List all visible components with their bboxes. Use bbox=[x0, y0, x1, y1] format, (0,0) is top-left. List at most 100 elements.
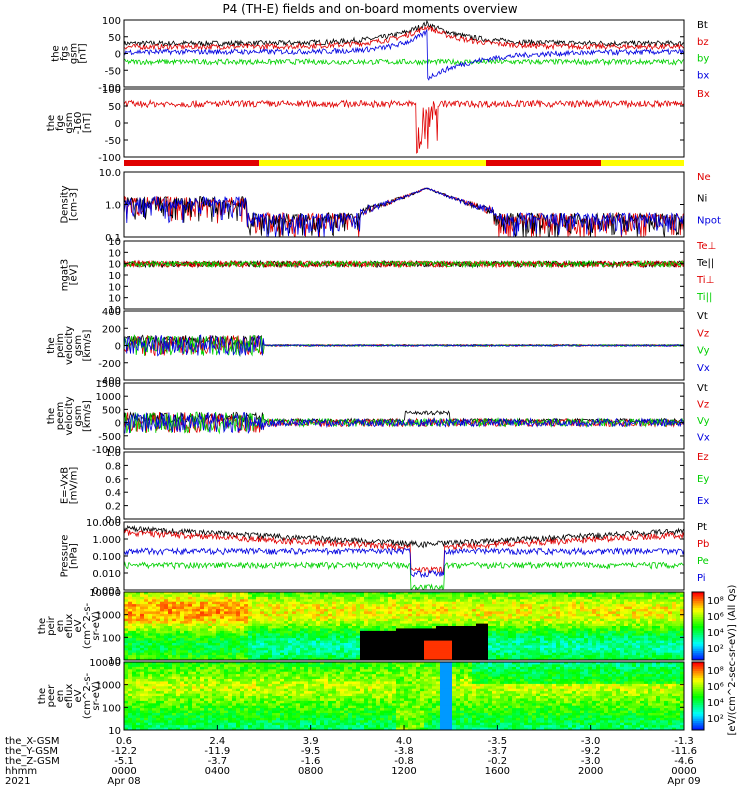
heatmap-cell bbox=[164, 717, 169, 721]
heatmap-cell bbox=[276, 638, 281, 642]
heatmap-cell bbox=[228, 635, 233, 639]
y-tick-label: -500 bbox=[98, 432, 121, 443]
heatmap-cell bbox=[656, 657, 661, 660]
heatmap-cell bbox=[456, 657, 461, 660]
heatmap-cell bbox=[544, 601, 549, 605]
heatmap-cell bbox=[228, 715, 233, 719]
heatmap-cell bbox=[384, 652, 389, 656]
heatmap-cell bbox=[588, 635, 593, 639]
heatmap-cell bbox=[376, 638, 381, 642]
heatmap-cell bbox=[580, 626, 585, 629]
heatmap-cell bbox=[396, 601, 401, 605]
heatmap-cell bbox=[280, 645, 285, 649]
heatmap-cell bbox=[140, 616, 145, 620]
heatmap-cell bbox=[276, 623, 281, 627]
heatmap-cell bbox=[484, 621, 489, 625]
heatmap-cell bbox=[600, 630, 605, 634]
heatmap-cell bbox=[428, 606, 433, 610]
heatmap-cell bbox=[252, 616, 257, 620]
heatmap-cell bbox=[124, 657, 129, 660]
heatmap-cell bbox=[500, 633, 505, 637]
heatmap-cell bbox=[160, 691, 165, 695]
heatmap-cell bbox=[640, 621, 645, 625]
heatmap-cell bbox=[472, 633, 477, 637]
heatmap-cell bbox=[572, 645, 577, 649]
heatmap-cell bbox=[296, 599, 301, 603]
heatmap-cell bbox=[360, 604, 365, 608]
heatmap-cell bbox=[504, 592, 509, 595]
heatmap-cell bbox=[312, 623, 317, 627]
heatmap-cell bbox=[188, 626, 193, 629]
heatmap-cell bbox=[524, 611, 529, 615]
heatmap-cell bbox=[216, 664, 221, 668]
heatmap-cell bbox=[196, 713, 201, 716]
heatmap-cell bbox=[236, 626, 241, 629]
heatmap-cell bbox=[636, 657, 641, 660]
heatmap-cell bbox=[380, 621, 385, 625]
heatmap-cell bbox=[628, 657, 633, 660]
heatmap-cell bbox=[276, 643, 281, 646]
heatmap-cell bbox=[560, 638, 565, 642]
heatmap-cell bbox=[660, 657, 665, 660]
heatmap-cell bbox=[332, 630, 337, 634]
heatmap-cell bbox=[212, 686, 217, 690]
heatmap-cell bbox=[124, 700, 129, 704]
heatmap-cell bbox=[332, 613, 337, 617]
heatmap-cell bbox=[204, 662, 209, 665]
heatmap-cell bbox=[200, 618, 205, 622]
heatmap-cell bbox=[160, 669, 165, 673]
heatmap-cell bbox=[264, 657, 269, 660]
heatmap-cell bbox=[212, 693, 217, 697]
heatmap-cell bbox=[204, 686, 209, 690]
heatmap-cell bbox=[412, 640, 417, 644]
heatmap-cell bbox=[164, 676, 169, 680]
heatmap-cell bbox=[264, 599, 269, 603]
heatmap-cell bbox=[148, 604, 153, 608]
heatmap-cell bbox=[168, 725, 173, 729]
heatmap-cell bbox=[568, 652, 573, 656]
heatmap-cell bbox=[664, 596, 669, 600]
heatmap-cell bbox=[128, 638, 133, 642]
heatmap-cell bbox=[636, 638, 641, 642]
heatmap-cell bbox=[344, 613, 349, 617]
heatmap-cell bbox=[536, 609, 541, 612]
heatmap-cell bbox=[680, 596, 684, 600]
heatmap-cell bbox=[440, 621, 445, 625]
heatmap-cell bbox=[376, 640, 381, 644]
y-tick-label: 0 bbox=[115, 119, 121, 130]
heatmap-cell bbox=[404, 613, 409, 617]
heatmap-cell bbox=[256, 621, 261, 625]
heatmap-cell bbox=[292, 618, 297, 622]
heatmap-cell bbox=[456, 640, 461, 644]
heatmap-cell bbox=[384, 657, 389, 660]
heatmap-cell bbox=[148, 674, 153, 678]
heatmap-cell bbox=[556, 621, 561, 625]
heatmap-cell bbox=[412, 601, 417, 605]
heatmap-cell bbox=[232, 725, 237, 729]
heatmap-cell bbox=[508, 616, 513, 620]
heatmap-cell bbox=[540, 599, 545, 603]
heatmap-cell bbox=[252, 601, 257, 605]
heatmap-cell bbox=[548, 626, 553, 629]
heatmap-cell bbox=[668, 594, 673, 598]
heatmap-cell bbox=[176, 698, 181, 702]
heatmap-cell bbox=[168, 628, 173, 632]
heatmap-cell bbox=[316, 647, 321, 651]
heatmap-cell bbox=[304, 657, 309, 660]
heatmap-cell bbox=[620, 604, 625, 608]
heatmap-cell bbox=[176, 628, 181, 632]
heatmap-cell bbox=[548, 601, 553, 605]
y-tick-label: 0 bbox=[115, 50, 121, 61]
heatmap-cell bbox=[424, 638, 429, 642]
heatmap-cell bbox=[204, 705, 209, 709]
heatmap-cell bbox=[560, 618, 565, 622]
heatmap-cell bbox=[232, 592, 237, 595]
heatmap-cell bbox=[148, 705, 153, 709]
heatmap-cell bbox=[628, 609, 633, 612]
heatmap-cell bbox=[384, 613, 389, 617]
heatmap-cell bbox=[656, 621, 661, 625]
heatmap-cell bbox=[432, 638, 437, 642]
heatmap-cell bbox=[208, 679, 213, 682]
heatmap-cell bbox=[168, 616, 173, 620]
heatmap-cell bbox=[432, 633, 437, 637]
